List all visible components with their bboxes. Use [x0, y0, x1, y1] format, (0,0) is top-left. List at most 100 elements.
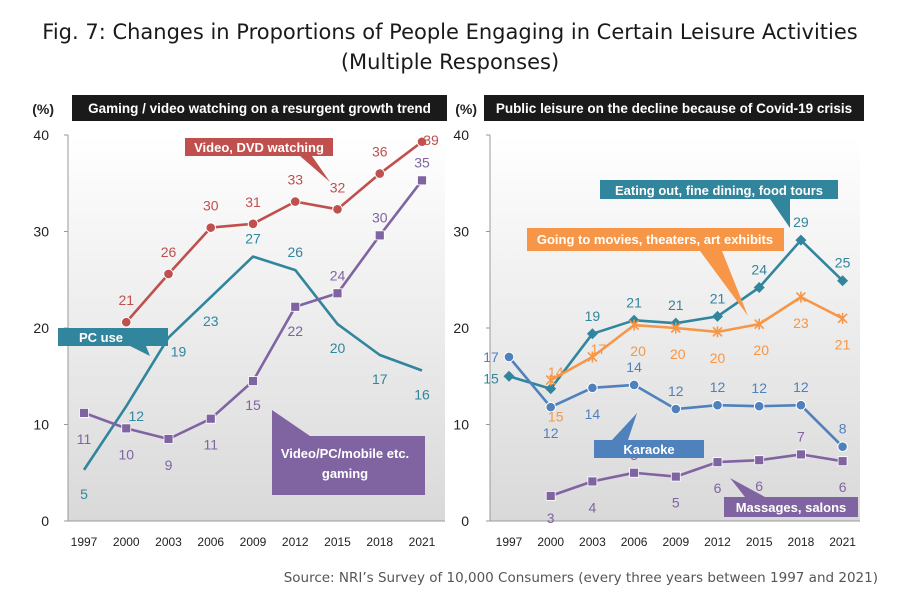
data-label: 20 [753, 342, 769, 358]
legend-label: gaming [322, 466, 368, 481]
legend-callout-box [594, 440, 704, 458]
x-tick-label: 2003 [579, 535, 606, 549]
data-label: 15 [548, 409, 564, 425]
x-tick-label: 2009 [240, 535, 267, 549]
x-tick-label: 2006 [621, 535, 648, 549]
legend-callout-pointer [770, 199, 790, 228]
x-tick-label: 2003 [155, 535, 182, 549]
x-tick-label: 2006 [197, 535, 224, 549]
data-point [837, 441, 848, 452]
data-point [417, 175, 427, 186]
data-point [374, 168, 386, 179]
legend-label: Video/PC/mobile etc. [281, 446, 409, 461]
series-line [550, 453, 843, 498]
y-axis-label: (%) [455, 101, 477, 117]
legend-callout-box [185, 138, 333, 156]
x-tick-label: 2000 [537, 535, 564, 549]
data-label: 17 [372, 371, 388, 387]
data-label: 11 [77, 431, 92, 447]
data-label: 21 [710, 290, 726, 306]
data-point [670, 403, 682, 415]
data-point [670, 322, 681, 334]
legend-callout-pointer [700, 251, 748, 316]
data-point [712, 326, 723, 338]
data-label: 32 [330, 179, 346, 195]
x-tick-label: 2018 [788, 535, 815, 549]
left-panel: 0 10 20 30 40 (%) Gaming / video watching on a… [32, 95, 447, 549]
data-point [289, 196, 301, 207]
data-label: 22 [287, 323, 303, 339]
x-tick-label: 2018 [366, 535, 393, 549]
data-label: 6 [714, 480, 722, 496]
right-panel: 0 10 20 30 40 (%) Public leisure on the declin… [453, 95, 864, 549]
data-label: 26 [287, 244, 303, 260]
data-point [629, 319, 640, 331]
x-tick-label: 1997 [71, 535, 98, 549]
data-point [416, 136, 428, 148]
data-label: 3 [547, 510, 555, 526]
data-label: 35 [414, 154, 430, 170]
data-label: 39 [423, 132, 439, 148]
legend-callout-pointer [130, 346, 150, 356]
data-point [587, 351, 598, 363]
legend-label: Video, DVD watching [194, 140, 324, 155]
data-point [247, 218, 259, 230]
data-label: 12 [793, 379, 809, 395]
data-label: 20 [670, 346, 686, 362]
legend-callout-box [272, 436, 425, 495]
y-tick-label: 30 [33, 224, 49, 240]
data-label: 24 [330, 267, 346, 283]
data-label: 17 [483, 349, 499, 365]
data-point [712, 310, 723, 322]
series-line [82, 255, 423, 471]
data-point [837, 275, 849, 287]
legend-callout-box [724, 497, 858, 517]
panel-title-box [484, 95, 864, 121]
data-label: 8 [839, 421, 847, 437]
data-point [163, 268, 174, 280]
legend-label: PC use [79, 330, 123, 345]
data-point [754, 455, 765, 466]
data-label: 23 [203, 313, 219, 329]
data-point [79, 408, 89, 418]
data-label: 25 [835, 255, 851, 271]
legend-callout-pointer [612, 413, 637, 440]
data-label: 15 [483, 370, 499, 386]
data-point [796, 449, 806, 460]
x-tick-label: 2000 [113, 535, 140, 549]
legend-callout-box [527, 228, 784, 251]
data-point [586, 328, 598, 340]
series-line [125, 140, 423, 324]
x-tick-label: 2021 [829, 535, 856, 549]
data-label: 12 [543, 425, 559, 441]
data-label: 12 [751, 380, 767, 396]
data-label: 31 [245, 194, 261, 210]
x-tick-label: 2015 [324, 535, 351, 549]
data-label: 27 [245, 231, 261, 247]
data-label: 16 [414, 386, 430, 402]
y-tick-label: 10 [33, 417, 49, 433]
y-tick-label: 40 [33, 127, 49, 143]
data-label: 12 [710, 379, 726, 395]
data-label: 20 [630, 343, 646, 359]
data-label: 21 [626, 294, 642, 310]
data-label: 19 [585, 308, 601, 324]
data-label: 17 [591, 341, 607, 357]
data-label: 19 [171, 344, 187, 360]
data-label: 10 [118, 446, 134, 462]
data-point [587, 476, 598, 487]
data-label: 21 [668, 297, 684, 313]
legend-callout-pointer [272, 410, 310, 446]
legend-callout-pointer [300, 156, 330, 182]
panel-title-box [72, 95, 447, 121]
data-point [120, 316, 132, 328]
data-point [670, 471, 681, 482]
data-point [712, 457, 723, 468]
legend-callout-box [58, 328, 168, 346]
legend-callout-pointer [730, 478, 765, 497]
data-label: 30 [372, 209, 388, 225]
data-point [628, 379, 640, 391]
data-point [163, 434, 174, 444]
data-label: 21 [118, 292, 134, 308]
x-tick-label: 2012 [704, 535, 731, 549]
